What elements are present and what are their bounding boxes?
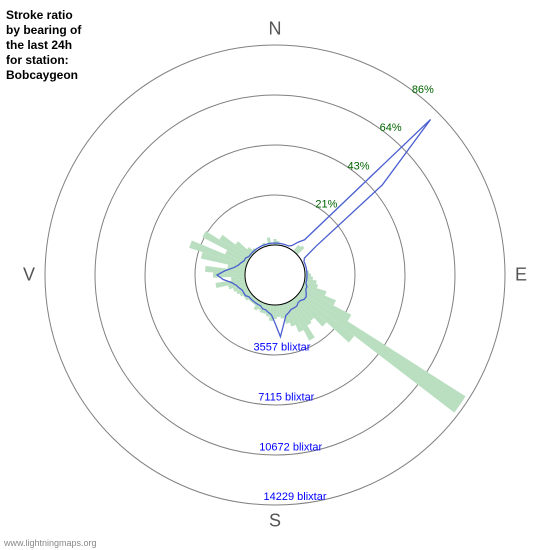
cardinal-label: E	[515, 265, 527, 286]
svg-text:3557 blixtar: 3557 blixtar	[254, 342, 311, 354]
cardinal-label: V	[23, 265, 35, 286]
svg-text:14229 blixtar: 14229 blixtar	[264, 491, 327, 503]
svg-text:43%: 43%	[348, 160, 370, 172]
svg-text:21%: 21%	[315, 199, 337, 211]
chart-title: Stroke ratio by bearing of the last 24h …	[6, 8, 81, 83]
svg-text:10672 blixtar: 10672 blixtar	[259, 441, 322, 453]
cardinal-label: S	[269, 511, 281, 532]
svg-text:7115 blixtar: 7115 blixtar	[258, 392, 314, 404]
svg-text:64%: 64%	[380, 122, 402, 134]
chart-footer: www.lightningmaps.org	[4, 538, 97, 548]
polar-chart-svg: 21% 43% 64% 86% 3557 blixtar 7115 blixtar 1067…	[0, 0, 550, 550]
svg-text:86%: 86%	[412, 84, 434, 96]
polar-chart-container: 21% 43% 64% 86% 3557 blixtar 7115 blixtar 1067…	[0, 0, 550, 550]
cardinal-label: N	[269, 19, 282, 40]
